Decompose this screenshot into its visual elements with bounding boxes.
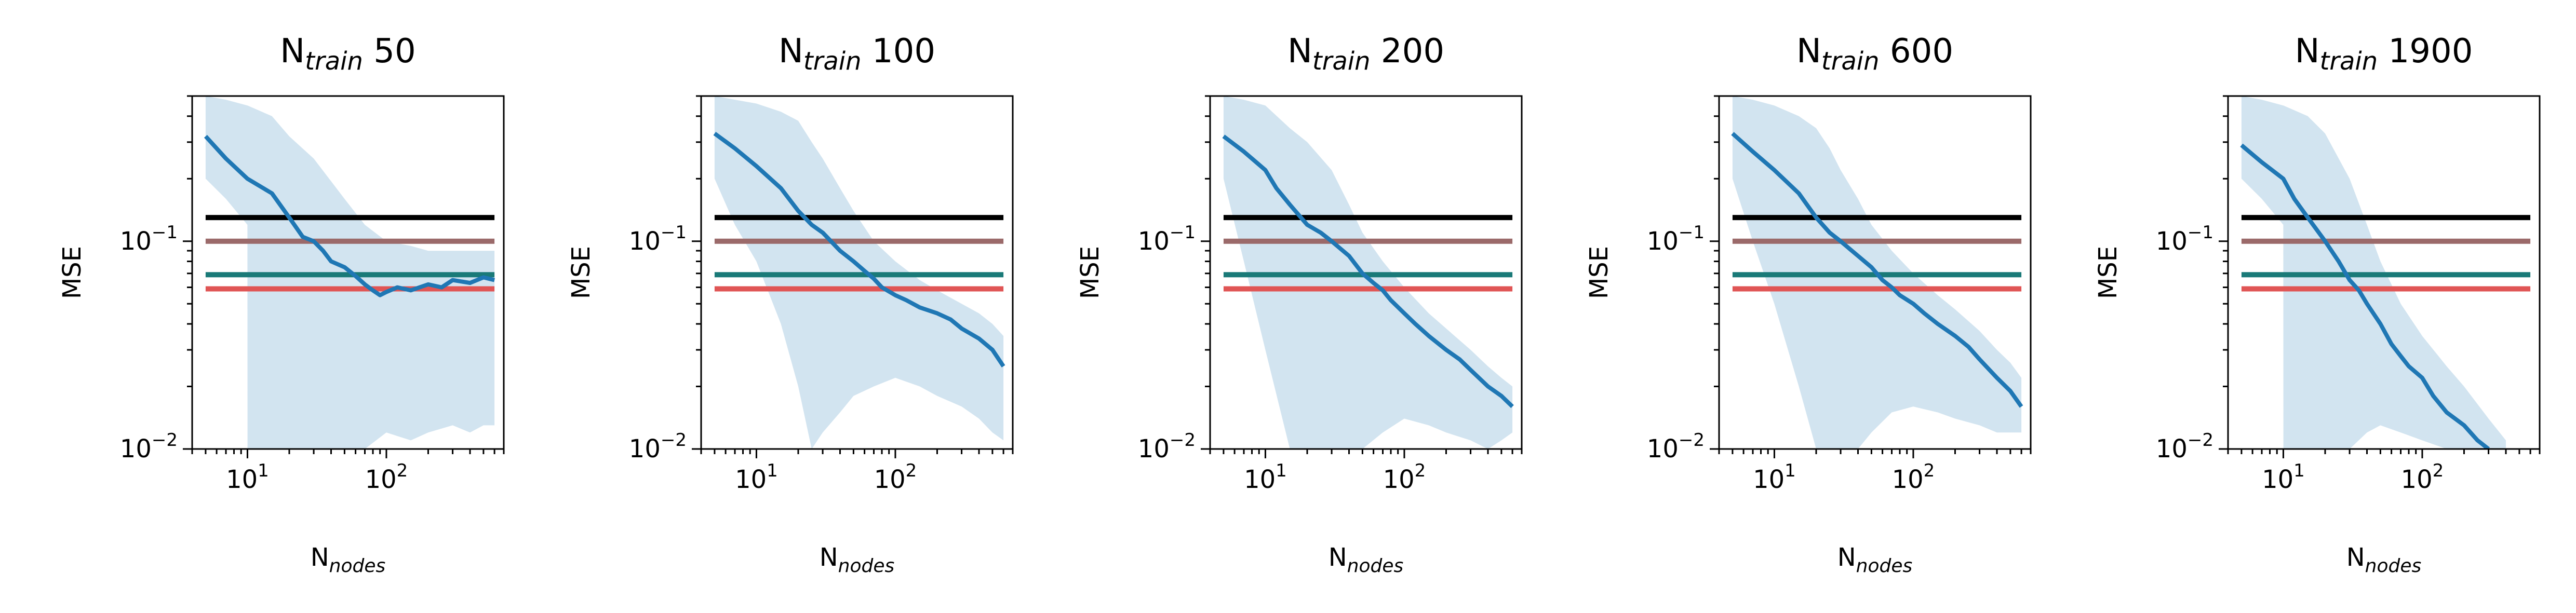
y-axis-label: MSE: [567, 246, 596, 299]
panel-1: 101 102 10−2 10−1 Ntrain 50 Nnodes MSE: [58, 32, 505, 577]
y-axis-label: MSE: [58, 246, 87, 299]
plot-area: [2240, 96, 2531, 449]
x-axis-label: Nnodes: [2346, 543, 2422, 577]
x-axis-label: Nnodes: [1837, 543, 1913, 577]
y-tick-label: 10−2: [1138, 430, 1196, 464]
y-tick-label: 10−2: [629, 430, 687, 464]
mean-mse-line: [2240, 143, 2490, 449]
y-tick-label: 10−2: [2156, 430, 2213, 464]
y-tick-label: 10−2: [1647, 430, 1705, 464]
y-axis-label: MSE: [1076, 246, 1105, 299]
x-tick-label: 101: [1753, 460, 1796, 494]
x-tick-label: 102: [1383, 460, 1426, 494]
y-tick-label: 10−1: [2156, 222, 2213, 256]
plot-area: [204, 96, 495, 449]
panel-2: 101 102 10−2 10−1 Ntrain 100 Nnodes MSE: [567, 32, 1014, 577]
axes-frame: [2227, 95, 2541, 450]
axes-frame: [1718, 95, 2032, 450]
y-tick-label: 10−1: [1647, 222, 1705, 256]
mean-mse-line: [1222, 134, 1514, 408]
axes-frame: [1209, 95, 1523, 450]
x-tick-label: 101: [226, 460, 269, 494]
plot-area: [1731, 96, 2023, 449]
x-axis-label: Nnodes: [311, 543, 386, 577]
y-tick-label: 10−2: [120, 430, 178, 464]
plot-area: [1222, 96, 1514, 449]
axes-frame: [700, 95, 1014, 450]
y-axis-label: MSE: [2094, 246, 2123, 299]
x-tick-label: 101: [1244, 460, 1287, 494]
axes-frame: [191, 95, 505, 450]
x-tick-label: 101: [735, 460, 778, 494]
panel-title: Ntrain 200: [1287, 32, 1444, 76]
mean-mse-line: [1731, 132, 2023, 408]
mean-mse-line: [713, 131, 1005, 367]
plot-area: [713, 96, 1005, 449]
y-tick-label: 10−1: [120, 222, 178, 256]
x-axis-label: Nnodes: [820, 543, 895, 577]
panel-title: Ntrain 600: [1796, 32, 1953, 76]
panel-title: Ntrain 50: [280, 32, 415, 76]
mean-mse-line: [204, 134, 495, 297]
y-axis-label: MSE: [1585, 246, 1614, 299]
panel-5: 101 102 10−2 10−1 Ntrain 1900 Nnodes MSE: [2094, 32, 2541, 577]
y-tick-label: 10−1: [1138, 222, 1196, 256]
x-tick-label: 101: [2262, 460, 2305, 494]
panel-4: 101 102 10−2 10−1 Ntrain 600 Nnodes MSE: [1585, 32, 2032, 577]
panel-title: Ntrain 100: [779, 32, 935, 76]
panel-title: Ntrain 1900: [2295, 32, 2473, 76]
panel-3: 101 102 10−2 10−1 Ntrain 200 Nnodes MSE: [1076, 32, 1523, 577]
y-tick-label: 10−1: [629, 222, 687, 256]
x-axis-label: Nnodes: [1329, 543, 1404, 577]
x-tick-label: 102: [1892, 460, 1935, 494]
x-tick-label: 102: [2401, 460, 2444, 494]
x-tick-label: 102: [874, 460, 917, 494]
x-tick-label: 102: [365, 460, 408, 494]
